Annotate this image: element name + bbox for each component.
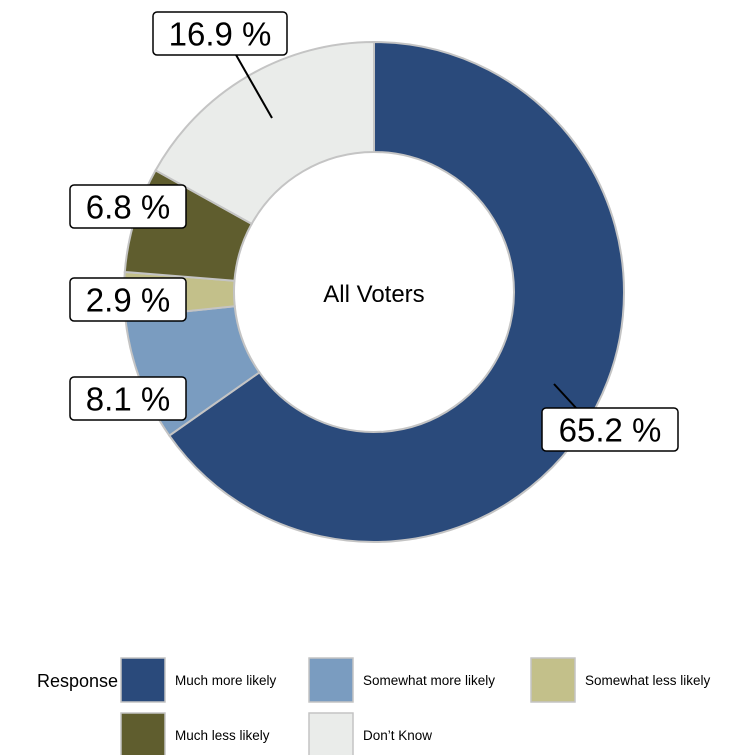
data-label-don-t-know: 16.9 % <box>152 11 288 119</box>
data-label-box <box>69 184 187 229</box>
legend-item-much-less-likely: Much less likely <box>120 712 270 755</box>
data-label-text: 65.2 % <box>559 412 662 449</box>
leader-line-don-t-know <box>235 54 273 119</box>
data-label-text: 2.9 % <box>86 282 170 319</box>
legend-item-somewhat-less-likely: Somewhat less likely <box>530 657 711 703</box>
legend-swatch <box>308 657 354 703</box>
leader-line-much-more-likely <box>553 383 578 410</box>
data-label-much-less-likely: 6.8 % <box>69 184 187 229</box>
data-label-text: 8.1 % <box>86 381 170 418</box>
center-label: All Voters <box>323 281 424 308</box>
data-label-much-more-likely: 65.2 % <box>541 383 679 452</box>
data-label-somewhat-less-likely: 2.9 % <box>69 277 187 322</box>
data-label-box <box>69 376 187 421</box>
legend-label: Somewhat more likely <box>363 673 495 688</box>
data-label-text: 6.8 % <box>86 189 170 226</box>
data-label-text: 16.9 % <box>169 16 272 53</box>
legend-label: Much more likely <box>175 673 277 688</box>
data-label-box <box>541 407 679 452</box>
legend-item-somewhat-more-likely: Somewhat more likely <box>308 657 495 703</box>
data-label-somewhat-more-likely: 8.1 % <box>69 376 187 421</box>
data-label-box <box>152 11 288 56</box>
legend-label: Much less likely <box>175 728 270 743</box>
data-labels: 65.2 % 8.1 % 2.9 % 6.8 % 16.9 % <box>69 11 679 452</box>
legend-title: Response <box>37 671 118 691</box>
legend-label: Somewhat less likely <box>585 673 711 688</box>
data-label-box <box>69 277 187 322</box>
legend-swatch <box>530 657 576 703</box>
legend-swatch <box>308 712 354 755</box>
legend-label: Don’t Know <box>363 728 432 743</box>
slice-don-t-know <box>154 40 375 226</box>
legend-item-much-more-likely: Much more likely <box>120 657 277 703</box>
slice-much-more-likely <box>167 40 625 543</box>
legend: Much more likely Somewhat more likely Some… <box>120 657 711 755</box>
legend-item-don-t-know: Don’t Know <box>308 712 432 755</box>
legend-swatch <box>120 712 166 755</box>
legend-swatch <box>120 657 166 703</box>
